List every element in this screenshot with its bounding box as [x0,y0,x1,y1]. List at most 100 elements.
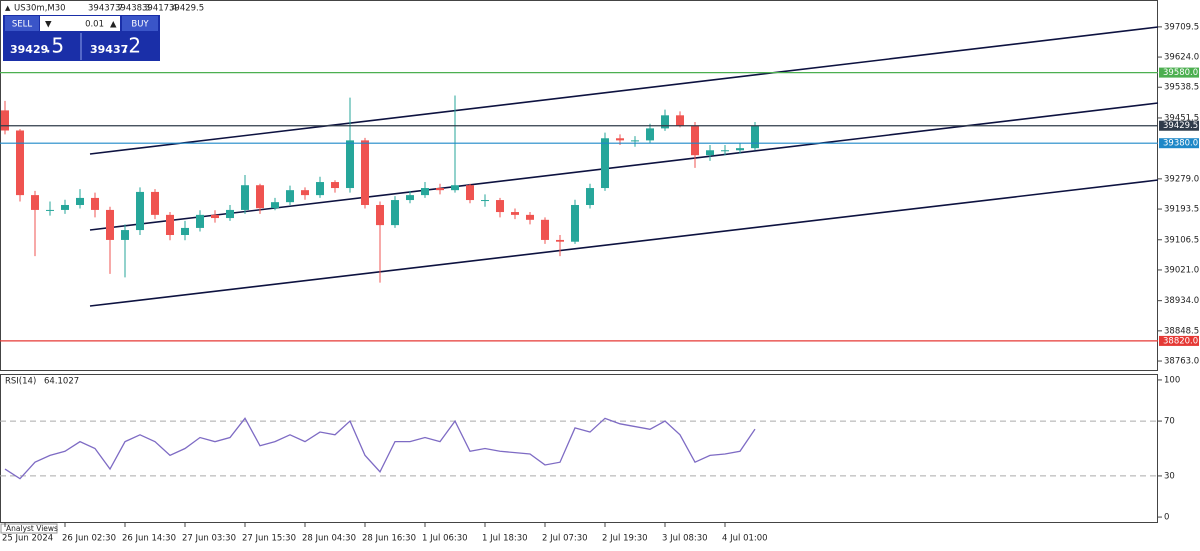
candle-body [301,190,309,196]
candle-body [211,214,219,219]
y-tick-label: 39451.5 [1164,113,1199,123]
candle-body [241,185,249,210]
candle-body [706,150,714,156]
price-level-tag [1159,138,1199,149]
candle-body [601,138,609,189]
y-tick-label: 30 [1164,471,1175,481]
trade-panel: SELL ▼ 0.01 ▲ BUY 39429 .5 39437 .2 [3,15,160,61]
y-tick-label: 39106.5 [1164,235,1199,245]
candle-body [46,209,54,211]
candle-body [421,188,429,196]
x-tick-label: 1 Jul 06:30 [422,534,468,544]
y-tick-label: 70 [1164,417,1175,427]
x-tick-label: 2 Jul 07:30 [542,534,588,544]
x-tick-label: 25 Jun 2024 [2,534,53,544]
candle-body [271,202,279,209]
candle-body [736,148,744,151]
x-tick-label: 4 Jul 01:00 [722,534,768,544]
ohlc: 39429.5 [169,4,204,14]
symbol-arrow: ▲ [5,4,11,12]
candle-body [676,115,684,126]
buy-button[interactable] [122,16,158,31]
buy-price-small[interactable]: .2 [122,34,141,58]
price-level-label: 39380.0 [1163,139,1198,149]
price-level-tag [1159,67,1199,78]
volume-up[interactable]: ▲ [110,20,117,30]
candle-body [76,197,84,205]
candle-body [181,227,189,235]
price-level-label: 39429.5 [1163,121,1198,131]
candle-body [451,185,459,191]
candle-body [511,212,519,215]
candle-body [496,200,504,213]
y-tick-label: 39538.5 [1164,83,1199,93]
buy-price[interactable]: 39437 [90,43,128,56]
candle-body [1,110,9,131]
y-tick-label: 100 [1164,375,1180,385]
y-tick-label: 39193.5 [1164,205,1199,215]
sell-price-small[interactable]: .5 [45,34,64,58]
y-tick-label: 39709.5 [1164,22,1199,32]
y-tick-label: 38848.5 [1164,326,1199,336]
rsi-value: 64.1027 [44,377,79,387]
main-frame [0,0,1158,371]
candle-body [646,128,654,141]
candle-body [526,214,534,220]
x-tick-label: 1 Jul 18:30 [482,534,528,544]
volume-field[interactable] [40,16,120,31]
price-level-tag [1159,335,1199,346]
candle-body [226,209,234,219]
candle-body [256,185,264,209]
volume-value[interactable]: 0.01 [85,20,104,30]
y-tick-label: 39021.0 [1164,265,1199,275]
x-tick-label: 28 Jun 16:30 [362,534,416,544]
x-tick-label: 26 Jun 14:30 [122,534,176,544]
candle-body [436,188,444,191]
sell-label[interactable]: SELL [12,20,33,30]
ohlc: 39438.3 [115,4,150,14]
candle-body [316,182,324,196]
candle-body [361,140,369,205]
candle-body [586,188,594,205]
candle-body [196,214,204,228]
x-tick-label: 28 Jun 04:30 [302,534,356,544]
channel-lower [89,179,1159,307]
candle-body [406,195,414,201]
price-level-label: 38820.0 [1163,336,1198,346]
candle-body [466,185,474,201]
candle-body [31,195,39,210]
candle-body [151,191,159,215]
x-tick-label: 3 Jul 08:30 [662,534,708,544]
analyst-tab[interactable] [0,523,58,534]
y-tick-label: 38763.0 [1164,357,1199,367]
channel-middle [89,102,1159,231]
candle-body [121,230,129,240]
y-tick-label: 38934.0 [1164,296,1199,306]
candle-body [61,204,69,210]
header: ▲ US30m,M30 39437.7 39438.3 39417.4 3942… [5,4,204,14]
volume-down[interactable]: ▼ [45,20,52,30]
y-tick-label: 39624.0 [1164,53,1199,63]
candle-body [136,191,144,231]
sell-price[interactable]: 39429 [10,43,48,56]
symbol: US30m,M30 [14,4,66,14]
channel-upper [89,26,1159,155]
price-level-tag [1159,120,1199,131]
x-tick-label: 27 Jun 03:30 [182,534,236,544]
buy-label[interactable]: BUY [131,20,149,30]
sell-button[interactable] [5,16,39,31]
candle-body [346,140,354,189]
candle-body [751,125,759,149]
analyst-views[interactable]: Analyst Views [6,524,58,533]
trend-channel [89,26,1159,307]
candle-body [661,115,669,129]
price-level-label: 39580.0 [1163,68,1198,78]
x-tick-label: 27 Jun 15:30 [242,534,296,544]
candle-body [16,130,24,196]
candle-body [556,239,564,242]
rsi-title: RSI(14) [5,377,36,387]
candle-body [541,219,549,240]
candle-body [571,204,579,242]
rsi-frame [0,374,1158,523]
